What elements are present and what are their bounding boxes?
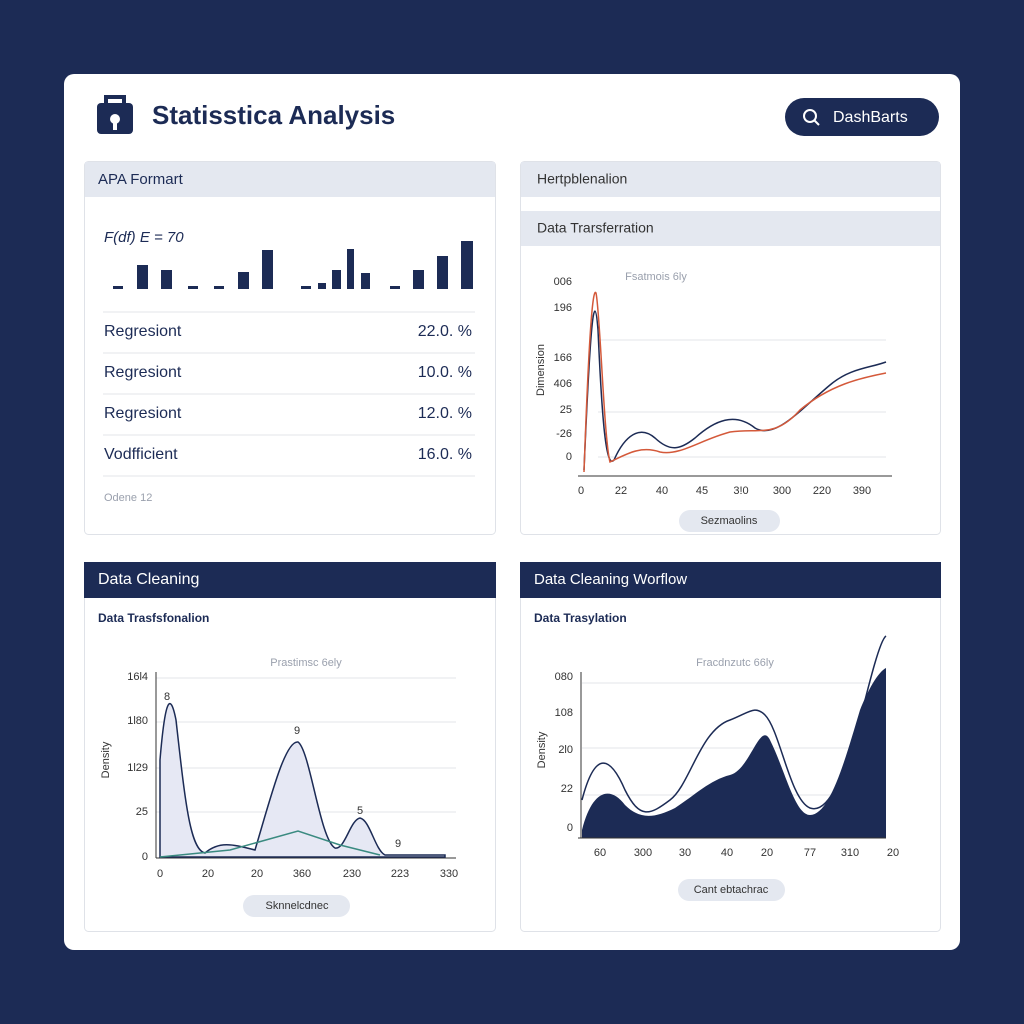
button-label[interactable]: Cant ebtachrac: [694, 884, 769, 896]
y-tick-label: 22: [561, 783, 573, 795]
y-axis-label: Dimension: [535, 344, 547, 396]
y-tick-label: 1l29: [127, 762, 148, 774]
y-tick-label: 196: [554, 302, 572, 314]
chart-title: Fsatmois 6ly: [625, 271, 687, 283]
x-tick-label: 20: [251, 868, 263, 880]
x-tick-label: 3!0: [733, 485, 748, 497]
panel-title: Data Cleaning Worflow: [534, 571, 687, 588]
y-tick-label: 0: [566, 451, 572, 463]
panel-title: Hertpblenalion: [537, 171, 627, 187]
chart-title: Fracdnzutc 66ly: [696, 657, 774, 669]
row-value: 22.0. %: [418, 323, 472, 340]
line-series: [159, 830, 381, 858]
annotation: 5: [357, 805, 363, 817]
x-tick-label: 20: [761, 847, 773, 859]
dashboard-button[interactable]: DashBarts: [785, 98, 939, 136]
x-tick-label: 22: [615, 485, 627, 497]
panel-header: [521, 162, 940, 197]
panel: [84, 161, 496, 535]
logo-icon: [97, 95, 133, 134]
y-axis-label: Density: [100, 741, 112, 778]
x-tick-label: 30: [679, 847, 691, 859]
x-tick-label: 300: [634, 847, 652, 859]
y-tick-label: 16l4: [127, 671, 148, 683]
button-label[interactable]: Sezmaolins: [701, 515, 758, 527]
button-label[interactable]: DashBarts: [833, 109, 908, 126]
y-tick-label: 108: [555, 707, 573, 719]
panel-subtitle: Data Trasylation: [534, 611, 627, 625]
row-value: 12.0. %: [418, 405, 472, 422]
annotation: 9: [294, 725, 300, 737]
y-tick-label: 006: [554, 276, 572, 288]
panel-subtitle: Data Trarsferration: [537, 220, 654, 236]
chart-button[interactable]: Sknnelcdnec: [243, 895, 350, 917]
x-tick-label: 40: [721, 847, 733, 859]
x-tick-label: 360: [293, 868, 311, 880]
panel-title: Data Cleaning: [98, 571, 199, 588]
stats-table: Regresiont 22.0. % Regresiont 10.0. % Re…: [103, 311, 475, 477]
x-tick-label: 300: [773, 485, 791, 497]
y-tick-label: 166: [554, 352, 572, 364]
x-tick-label: 230: [343, 868, 361, 880]
y-tick-label: 1l80: [127, 715, 148, 727]
row-value: 16.0. %: [418, 446, 472, 463]
x-tick-label: 220: [813, 485, 831, 497]
x-tick-label: 77: [804, 847, 816, 859]
y-tick-label: -26: [556, 428, 572, 440]
x-tick-label: 45: [696, 485, 708, 497]
row-label: Regresiont: [104, 405, 182, 422]
x-tick-label: 310: [841, 847, 859, 859]
row-label: Vodfficient: [104, 446, 178, 463]
chart-button[interactable]: Cant ebtachrac: [678, 879, 785, 901]
app-title: Statisstica Analysis: [152, 100, 395, 130]
y-tick-label: 0: [142, 851, 148, 863]
y-tick-label: 080: [555, 671, 573, 683]
panel-subtitle: Data Trasfsfonalion: [98, 611, 209, 625]
row-label: Regresiont: [104, 323, 182, 340]
x-tick-label: 330: [440, 868, 458, 880]
x-tick-label: 20: [202, 868, 214, 880]
y-tick-label: 25: [560, 404, 572, 416]
y-tick-label: 0: [567, 822, 573, 834]
y-axis-label: Density: [536, 731, 548, 768]
x-tick-label: 40: [656, 485, 668, 497]
y-tick-label: 25: [136, 806, 148, 818]
row-label: Regresiont: [104, 364, 182, 381]
chart-title: Prastimsc 6ely: [270, 657, 342, 669]
annotation: 8: [164, 691, 170, 703]
y-tick-label: 2l0: [558, 744, 573, 756]
button-label[interactable]: Sknnelcdnec: [266, 900, 329, 912]
panel-subheader: [521, 211, 940, 246]
annotation: 9: [395, 838, 401, 850]
line-series: [583, 291, 887, 473]
mini-bars: [113, 241, 473, 289]
x-tick-label: 223: [391, 868, 409, 880]
panel-header: [85, 162, 495, 197]
x-tick-label: 0: [157, 868, 163, 880]
line-series: [583, 310, 887, 471]
footnote: Odene 12: [104, 492, 152, 504]
y-tick-label: 406: [554, 378, 572, 390]
panel-header: [84, 562, 496, 598]
x-tick-label: 20: [887, 847, 899, 859]
density-area: [159, 702, 446, 858]
x-tick-label: 0: [578, 485, 584, 497]
formula: F(df) E = 70: [104, 229, 184, 246]
area-series: [582, 668, 886, 838]
x-tick-label: 60: [594, 847, 606, 859]
chart-button[interactable]: Sezmaolins: [679, 510, 780, 532]
panel-header: [520, 562, 941, 598]
x-tick-label: 390: [853, 485, 871, 497]
panel-title: APA Formart: [98, 171, 184, 188]
row-value: 10.0. %: [418, 364, 472, 381]
